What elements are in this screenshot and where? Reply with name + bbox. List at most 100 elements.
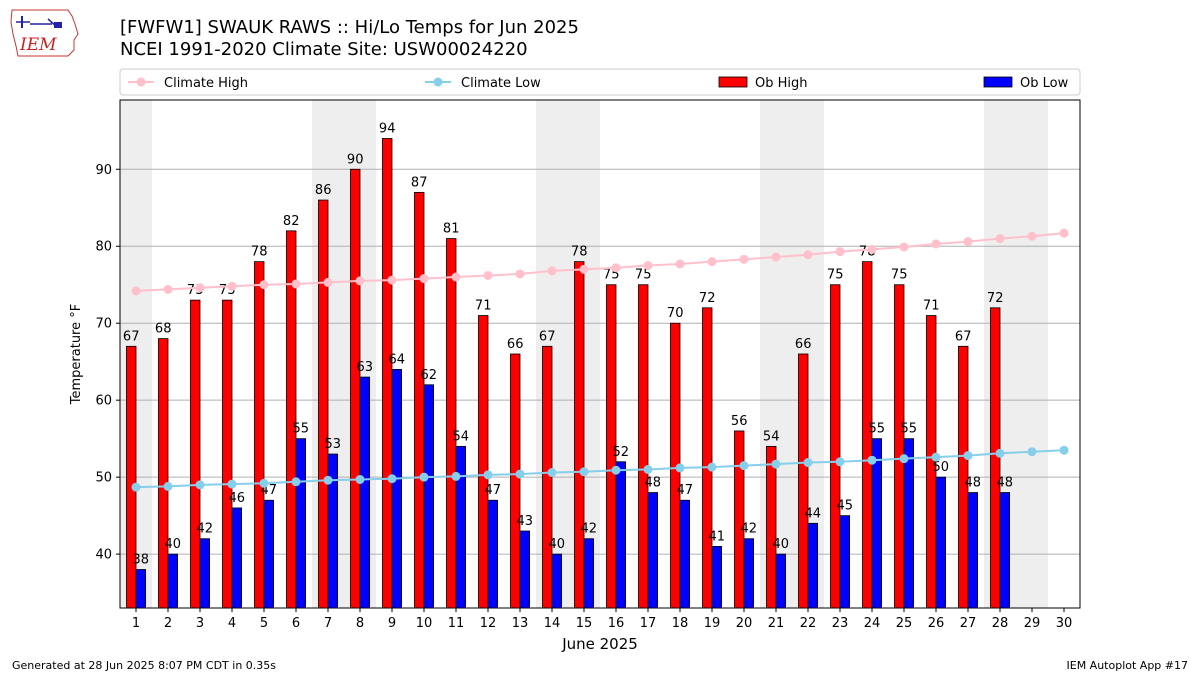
- ob-low-bar: [359, 376, 371, 609]
- y-tick-label: 40: [95, 548, 112, 563]
- climate-low-point: [963, 451, 973, 461]
- x-tick-label: 12: [480, 616, 497, 631]
- ob-low-bar: [711, 546, 723, 609]
- legend-label: Climate Low: [461, 76, 541, 91]
- ob-low-bar: [519, 530, 531, 609]
- climate-low-point: [547, 468, 557, 478]
- ob-low-bar: [135, 569, 147, 609]
- ob-high-bar: [445, 238, 457, 609]
- ob-high-label: 68: [155, 322, 172, 337]
- ob-low-label: 64: [389, 352, 406, 367]
- climate-high-point: [163, 284, 173, 294]
- climate-low-point: [515, 469, 525, 479]
- ob-high-bar: [798, 353, 809, 609]
- ob-low-label: 47: [677, 483, 694, 498]
- x-tick-label: 7: [324, 616, 332, 631]
- ob-high-bar: [221, 299, 233, 609]
- climate-high-point: [675, 259, 685, 269]
- climate-high-point: [707, 257, 717, 267]
- ob-high-bar: [894, 284, 905, 609]
- x-tick-label: 11: [448, 616, 465, 631]
- y-tick-label: 70: [95, 317, 112, 332]
- climate-high-point: [195, 283, 205, 293]
- ob-low-bar: [487, 499, 499, 609]
- climate-high-point: [1027, 231, 1037, 241]
- ob-high-bar: [189, 299, 201, 609]
- ob-low-label: 43: [517, 514, 534, 529]
- ob-low-bar: [199, 538, 211, 609]
- legend-label: Ob High: [755, 76, 808, 91]
- logo-text: IEM: [19, 35, 57, 55]
- x-tick-label: 14: [544, 616, 561, 631]
- x-tick-label: 3: [196, 616, 204, 631]
- climate-low-point: [675, 463, 685, 473]
- x-tick-label: 26: [928, 616, 945, 631]
- iem-logo: IEM: [8, 6, 82, 60]
- climate-high-point: [835, 247, 845, 257]
- x-tick-label: 15: [576, 616, 593, 631]
- ob-low-label: 38: [133, 553, 150, 568]
- ob-low-bar: [583, 538, 595, 609]
- climate-high-point: [579, 264, 589, 274]
- ob-low-bar: [807, 522, 819, 609]
- ob-high-bar: [702, 307, 713, 609]
- ob-high-label: 72: [699, 291, 716, 306]
- x-tick-label: 20: [736, 616, 753, 631]
- climate-low-point: [355, 474, 365, 484]
- climate-high-point: [291, 279, 301, 289]
- ob-low-label: 48: [997, 476, 1014, 491]
- climate-high-line: [135, 232, 1065, 292]
- ob-high-bar: [574, 261, 585, 609]
- ob-high-bar: [413, 191, 425, 609]
- ob-low-label: 54: [453, 429, 470, 444]
- ob-low-bar: [167, 553, 179, 609]
- climate-low-point: [451, 471, 461, 481]
- climate-high-point: [547, 266, 557, 276]
- climate-high-point: [643, 260, 653, 270]
- x-tick-label: 17: [640, 616, 657, 631]
- ob-high-label: 78: [251, 245, 268, 260]
- legend-bar-swatch: [718, 76, 748, 88]
- ob-high-label: 75: [827, 268, 844, 283]
- ob-low-bar: [647, 492, 659, 609]
- climate-high-point: [803, 250, 813, 260]
- climate-low-line: [135, 449, 1065, 489]
- y-tick-label: 60: [95, 394, 112, 409]
- climate-high-point: [227, 281, 237, 291]
- x-tick-label: 28: [992, 616, 1009, 631]
- climate-low-point: [835, 457, 845, 467]
- ob-low-bar: [455, 445, 467, 609]
- ob-high-label: 71: [475, 299, 492, 314]
- ob-low-label: 48: [645, 476, 662, 491]
- ob-high-bar: [477, 315, 489, 609]
- ob-low-label: 63: [357, 360, 374, 375]
- legend-label: Ob Low: [1020, 76, 1069, 91]
- climate-high-point: [931, 239, 941, 249]
- ob-low-bar: [935, 476, 947, 609]
- ob-high-bar: [734, 430, 745, 609]
- generated-timestamp: Generated at 28 Jun 2025 8:07 PM CDT in …: [12, 659, 277, 672]
- ob-high-label: 78: [571, 245, 588, 260]
- app-id: IEM Autoplot App #17: [1066, 659, 1189, 672]
- ob-high-label: 87: [411, 175, 428, 190]
- y-tick-label: 80: [95, 240, 112, 255]
- x-tick-label: 5: [260, 616, 268, 631]
- ob-high-label: 90: [347, 152, 364, 167]
- climate-low-point: [1027, 447, 1037, 457]
- ob-low-label: 42: [741, 522, 758, 537]
- climate-low-point: [387, 474, 397, 484]
- climate-low-point: [707, 462, 717, 472]
- x-tick-label: 10: [416, 616, 433, 631]
- climate-low-point: [643, 464, 653, 474]
- ob-high-label: 94: [379, 121, 396, 136]
- ob-high-label: 67: [123, 329, 140, 344]
- climate-high-point: [867, 244, 877, 254]
- ob-low-label: 52: [613, 445, 630, 460]
- ob-low-label: 55: [869, 422, 886, 437]
- x-tick-label: 4: [228, 616, 236, 631]
- climate-high-point: [483, 270, 493, 280]
- climate-high-point: [611, 263, 621, 273]
- climate-low-point: [419, 472, 429, 482]
- ob-low-bar: [903, 438, 915, 609]
- ob-high-bar: [542, 345, 553, 609]
